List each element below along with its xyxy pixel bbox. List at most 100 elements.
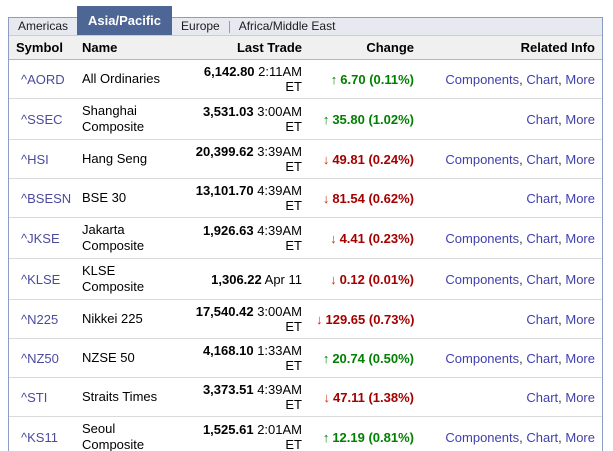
related-info-cell: Chart, More — [421, 299, 602, 339]
tab-divider — [228, 20, 230, 33]
table-row: ^N225 Nikkei 225 17,540.42 3:00AM ET ↓ 129.6… — [9, 299, 602, 339]
symbol-link[interactable]: ^N225 — [21, 311, 59, 327]
related-link-more[interactable]: More — [565, 350, 595, 366]
last-trade-cell: 3,531.03 3:00AM ET — [177, 98, 309, 140]
symbol-link[interactable]: ^BSESN — [21, 190, 72, 206]
last-trade-time: 4:39AM ET — [257, 382, 302, 412]
link-separator: , — [558, 271, 566, 287]
change-value: 0.12 (0.01%) — [339, 271, 414, 287]
related-info-cell: Chart, More — [421, 98, 602, 140]
link-separator: , — [519, 350, 527, 366]
symbol-link[interactable]: ^JKSE — [21, 230, 60, 246]
symbol-link[interactable]: ^STI — [21, 389, 48, 405]
last-trade-value: 13,101.70 — [195, 183, 254, 198]
last-trade-value: 1,306.22 — [211, 271, 262, 287]
related-link-more[interactable]: More — [565, 389, 595, 405]
index-name: Shanghai Composite — [75, 98, 177, 140]
related-link-more[interactable]: More — [565, 190, 595, 206]
related-link-components[interactable]: Components — [445, 271, 520, 287]
last-trade-value: 1,926.63 — [202, 223, 254, 238]
link-separator: , — [519, 271, 527, 287]
related-link-more[interactable]: More — [565, 311, 595, 327]
symbol-link[interactable]: ^SSEC — [21, 111, 63, 127]
related-link-components[interactable]: Components — [445, 429, 520, 445]
last-trade-time: 3:00AM ET — [257, 304, 302, 334]
link-separator: , — [558, 389, 566, 405]
change-value: 12.19 (0.81%) — [332, 429, 414, 445]
index-name: NZSE 50 — [75, 338, 177, 378]
last-trade-value: 17,540.42 — [195, 304, 254, 319]
symbol-cell: ^STI — [9, 377, 75, 417]
link-separator: , — [558, 111, 566, 127]
last-trade-time: 2:11AM ET — [258, 64, 302, 94]
link-separator: , — [558, 190, 566, 206]
related-link-chart[interactable]: Chart — [526, 151, 559, 167]
change-value: 129.65 (0.73%) — [325, 311, 415, 327]
last-trade-value: 3,531.03 — [202, 104, 254, 119]
region-tabbar: Americas Asia/Pacific Europe Africa/Middle … — [9, 6, 602, 36]
related-link-chart[interactable]: Chart — [526, 389, 559, 405]
column-header-symbol: Symbol — [9, 36, 75, 60]
link-separator: , — [558, 71, 566, 87]
last-trade-cell: 1,926.63 4:39AM ET — [177, 217, 309, 259]
related-info-cell: Components, Chart, More — [421, 258, 602, 300]
last-trade-value: 6,142.80 — [203, 64, 255, 79]
tab-africa-middle-east[interactable]: Africa/Middle East — [238, 19, 336, 33]
related-link-chart[interactable]: Chart — [526, 230, 559, 246]
related-link-more[interactable]: More — [565, 230, 595, 246]
related-link-chart[interactable]: Chart — [526, 111, 559, 127]
related-link-components[interactable]: Components — [445, 151, 520, 167]
last-trade-time: 4:39AM ET — [257, 223, 302, 253]
change-value: 81.54 (0.62%) — [332, 190, 414, 206]
last-trade-time: 4:39AM ET — [257, 183, 302, 213]
related-link-more[interactable]: More — [565, 111, 595, 127]
symbol-cell: ^SSEC — [9, 98, 75, 140]
up-arrow-icon: ↑ — [330, 71, 338, 87]
tab-americas[interactable]: Americas — [18, 19, 69, 33]
index-name: KLSE Composite — [75, 258, 177, 300]
last-trade-time: 3:39AM ET — [257, 144, 302, 174]
up-arrow-icon: ↑ — [322, 350, 330, 366]
link-separator: , — [519, 429, 527, 445]
symbol-link[interactable]: ^AORD — [21, 71, 65, 87]
column-header-change: Change — [309, 36, 421, 60]
related-link-chart[interactable]: Chart — [526, 190, 559, 206]
symbol-link[interactable]: ^HSI — [21, 151, 49, 167]
related-link-chart[interactable]: Chart — [526, 71, 559, 87]
related-link-more[interactable]: More — [565, 271, 595, 287]
related-link-chart[interactable]: Chart — [526, 311, 559, 327]
related-link-more[interactable]: More — [565, 151, 595, 167]
related-link-components[interactable]: Components — [445, 230, 520, 246]
index-name: BSE 30 — [75, 178, 177, 218]
symbol-link[interactable]: ^KLSE — [21, 271, 61, 287]
change-cell: ↓ 47.11 (1.38%) — [309, 377, 421, 417]
related-info-cell: Chart, More — [421, 377, 602, 417]
tab-asia-pacific[interactable]: Asia/Pacific — [77, 6, 173, 35]
last-trade-time: 2:01AM ET — [257, 422, 302, 451]
symbol-cell: ^AORD — [9, 59, 75, 99]
last-trade-value: 20,399.62 — [195, 144, 254, 159]
change-value: 49.81 (0.24%) — [332, 151, 414, 167]
related-link-components[interactable]: Components — [445, 350, 520, 366]
table-row: ^JKSE Jakarta Composite 1,926.63 4:39AM ET… — [9, 217, 602, 259]
related-link-chart[interactable]: Chart — [526, 429, 559, 445]
symbol-link[interactable]: ^NZ50 — [21, 350, 59, 366]
related-info-cell: Components, Chart, More — [421, 416, 602, 451]
table-row: ^KS11 Seoul Composite 1,525.61 2:01AM ET ↑ 1… — [9, 416, 602, 451]
link-separator: , — [519, 230, 527, 246]
related-link-chart[interactable]: Chart — [526, 350, 559, 366]
symbol-link[interactable]: ^KS11 — [21, 429, 58, 445]
link-separator: , — [519, 71, 527, 87]
tab-europe[interactable]: Europe — [181, 19, 220, 33]
related-link-chart[interactable]: Chart — [526, 271, 559, 287]
table-row: ^SSEC Shanghai Composite 3,531.03 3:00AM E… — [9, 98, 602, 140]
related-link-more[interactable]: More — [565, 429, 595, 445]
change-cell: ↓ 49.81 (0.24%) — [309, 139, 421, 179]
related-link-more[interactable]: More — [565, 71, 595, 87]
last-trade-time: Apr 11 — [264, 271, 302, 287]
table-row: ^BSESN BSE 30 13,101.70 4:39AM ET ↓ 81.54 (0… — [9, 178, 602, 218]
related-info-cell: Chart, More — [421, 178, 602, 218]
related-link-components[interactable]: Components — [445, 71, 520, 87]
symbol-cell: ^NZ50 — [9, 338, 75, 378]
down-arrow-icon: ↓ — [330, 230, 337, 246]
